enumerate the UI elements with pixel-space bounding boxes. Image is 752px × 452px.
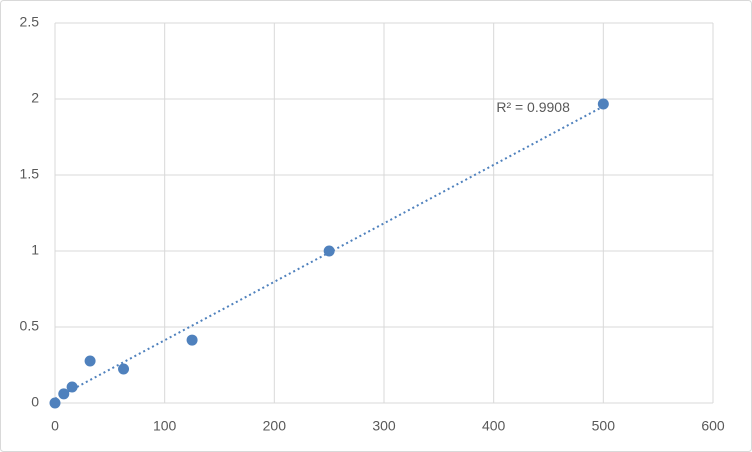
y-tick-label: 2.5 <box>20 14 40 30</box>
point <box>84 355 96 367</box>
x-tick-label: 200 <box>263 418 287 434</box>
x-tick-label: 0 <box>51 418 59 434</box>
x-tick-label: 100 <box>153 418 177 434</box>
point <box>597 98 609 110</box>
x-tick-label: 400 <box>482 418 506 434</box>
point <box>323 245 335 257</box>
trendline-label: R² = 0.9908 <box>496 99 570 115</box>
y-tick-label: 0.5 <box>20 318 40 334</box>
y-tick-label: 1.5 <box>20 166 40 182</box>
x-tick-label: 600 <box>701 418 725 434</box>
point <box>186 334 198 346</box>
point <box>66 381 78 393</box>
y-tick-label: 1 <box>31 242 39 258</box>
point <box>118 363 130 375</box>
point <box>49 397 61 409</box>
point <box>58 388 70 400</box>
y-tick-label: 2 <box>31 90 39 106</box>
y-tick-label: 0 <box>31 394 39 410</box>
x-tick-label: 300 <box>372 418 396 434</box>
x-tick-label: 500 <box>592 418 616 434</box>
